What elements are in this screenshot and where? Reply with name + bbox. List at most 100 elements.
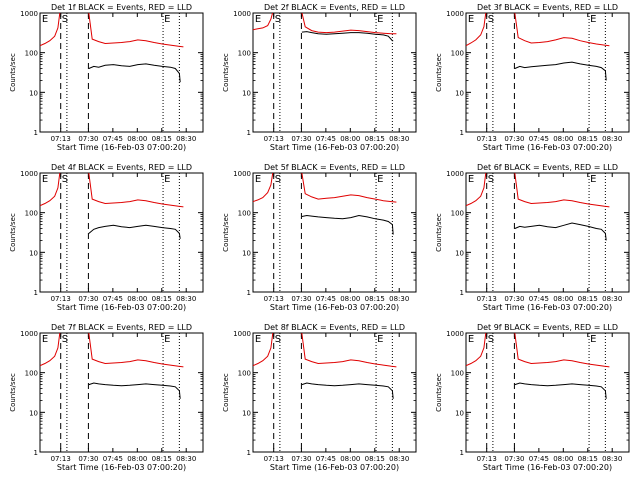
x-tick-label: 08:00 [340, 455, 360, 463]
marker-label: E [468, 334, 474, 345]
x-tick-label: 08:15 [152, 135, 172, 143]
panel-title: Det 1f BLACK = Events, RED = LLD [51, 3, 192, 12]
y-tick-label: 10 [29, 409, 38, 417]
plot-frame [465, 12, 630, 133]
x-tick-label: 08:30 [389, 295, 409, 303]
x-tick-label: 07:13 [477, 455, 497, 463]
x-tick-label: 08:30 [602, 135, 622, 143]
marker-label: S [275, 14, 281, 25]
y-tick-label: 1 [460, 289, 464, 297]
y-tick-label: 10 [242, 249, 251, 257]
marker-label: S [488, 14, 494, 25]
x-tick-label: 08:00 [340, 135, 360, 143]
chart-panel-1f: Det 1f BLACK = Events, RED = LLD 1 10 100 10… [9, 3, 204, 152]
y-tick-label: 1000 [446, 330, 464, 338]
y-axis-label: Counts/sec [435, 213, 443, 252]
x-tick-label: 07:45 [103, 455, 123, 463]
y-tick-label: 1000 [20, 10, 38, 18]
events-series-line [514, 61, 607, 81]
x-tick-label: 07:45 [316, 455, 336, 463]
lld-series-line [40, 13, 184, 48]
events-series-line [514, 222, 607, 241]
x-tick-label: 07:45 [529, 455, 549, 463]
x-tick-label: 08:15 [365, 295, 385, 303]
panel-title: Det 3f BLACK = Events, RED = LLD [477, 3, 618, 12]
y-tick-label: 10 [242, 409, 251, 417]
marker-label: E [377, 174, 383, 185]
x-tick-label: 08:00 [127, 135, 147, 143]
y-tick-label: 1 [247, 129, 251, 137]
x-tick-label: 07:13 [477, 295, 497, 303]
chart-panel-9f: Det 9f BLACK = Events, RED = LLD 1 10 100 10… [435, 323, 630, 472]
marker-label: E [255, 14, 261, 25]
x-tick-label: 08:15 [365, 455, 385, 463]
x-tick-label: 08:15 [578, 135, 598, 143]
marker-label: E [377, 334, 383, 345]
panel-title: Det 2f BLACK = Events, RED = LLD [264, 3, 405, 12]
marker-label: E [255, 334, 261, 345]
x-tick-label: 07:13 [264, 295, 284, 303]
y-tick-label: 100 [451, 370, 464, 378]
marker-label: E [590, 14, 596, 25]
panel-title: Det 8f BLACK = Events, RED = LLD [264, 323, 405, 332]
y-tick-label: 100 [238, 370, 251, 378]
panel-title: Det 4f BLACK = Events, RED = LLD [51, 163, 192, 172]
lld-series-line [253, 173, 397, 203]
x-axis-label: Start Time (16-Feb-03 07:00:20) [57, 303, 186, 312]
panel-title: Det 7f BLACK = Events, RED = LLD [51, 323, 192, 332]
y-tick-label: 10 [242, 89, 251, 97]
x-tick-label: 08:15 [152, 455, 172, 463]
marker-label: E [468, 14, 474, 25]
x-tick-label: 07:30 [291, 135, 311, 143]
plot-frame [39, 172, 204, 293]
x-tick-label: 07:13 [51, 455, 71, 463]
x-tick-label: 07:45 [529, 135, 549, 143]
x-tick-label: 07:45 [103, 295, 123, 303]
x-tick-label: 07:30 [504, 455, 524, 463]
x-tick-label: 08:15 [578, 295, 598, 303]
events-series-line [301, 31, 394, 42]
x-tick-label: 07:30 [78, 295, 98, 303]
x-axis-label: Start Time (16-Feb-03 07:00:20) [270, 463, 399, 472]
y-tick-label: 1000 [20, 170, 38, 178]
events-series-line [88, 63, 181, 83]
x-tick-label: 08:00 [553, 135, 573, 143]
y-axis-label: Counts/sec [222, 53, 230, 92]
plot-frame [252, 332, 417, 453]
x-axis-label: Start Time (16-Feb-03 07:00:20) [270, 143, 399, 152]
marker-label: E [42, 334, 48, 345]
x-tick-label: 07:30 [78, 455, 98, 463]
plot-frame [465, 332, 630, 453]
y-tick-label: 1 [460, 449, 464, 457]
events-series-line [88, 382, 181, 399]
x-tick-label: 07:45 [316, 295, 336, 303]
marker-label: E [590, 174, 596, 185]
events-series-line [301, 214, 394, 235]
x-tick-label: 07:13 [264, 455, 284, 463]
x-tick-label: 07:45 [316, 135, 336, 143]
chart-panel-2f: Det 2f BLACK = Events, RED = LLD 1 10 100 10… [222, 3, 417, 152]
y-tick-label: 1 [34, 449, 38, 457]
chart-panel-4f: Det 4f BLACK = Events, RED = LLD 1 10 100 10… [9, 163, 204, 312]
x-tick-label: 08:00 [127, 455, 147, 463]
y-tick-label: 1000 [233, 170, 251, 178]
y-axis-label: Counts/sec [222, 373, 230, 412]
y-axis-label: Counts/sec [9, 213, 17, 252]
y-tick-label: 1 [34, 289, 38, 297]
x-tick-label: 07:13 [51, 295, 71, 303]
x-tick-label: 08:00 [553, 455, 573, 463]
lld-series-line [40, 333, 184, 368]
y-tick-label: 100 [25, 370, 38, 378]
y-tick-label: 10 [455, 409, 464, 417]
y-axis-label: Counts/sec [222, 213, 230, 252]
marker-label: S [488, 334, 494, 345]
lld-series-line [253, 333, 397, 368]
x-axis-label: Start Time (16-Feb-03 07:00:20) [270, 303, 399, 312]
x-tick-label: 08:30 [602, 295, 622, 303]
panel-title: Det 9f BLACK = Events, RED = LLD [477, 323, 618, 332]
x-tick-label: 08:15 [365, 135, 385, 143]
y-tick-label: 10 [455, 249, 464, 257]
y-tick-label: 1 [460, 129, 464, 137]
plot-frame [39, 12, 204, 133]
